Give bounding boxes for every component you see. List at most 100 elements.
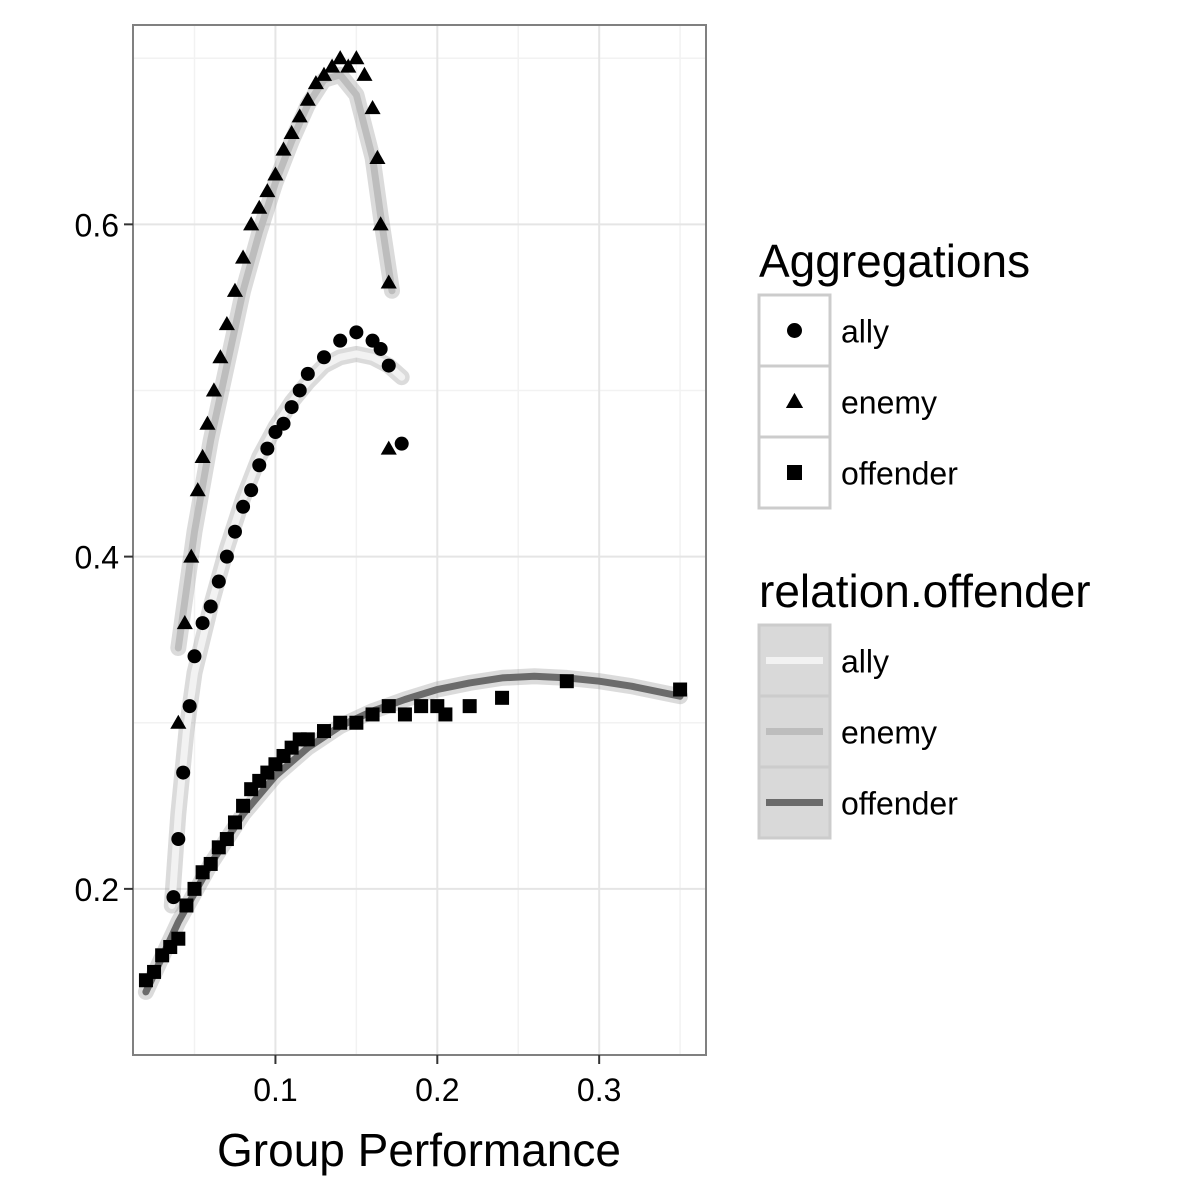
legend-label-offender: offender	[841, 456, 958, 492]
data-points	[138, 50, 688, 988]
enemy-point	[199, 415, 216, 430]
ally-point	[260, 441, 275, 456]
legend-title-relation-offender: relation.offender	[759, 565, 1091, 617]
enemy-point	[251, 199, 268, 214]
enemy-point	[283, 124, 300, 140]
ally-point	[211, 574, 226, 589]
enemy-point	[380, 274, 397, 289]
offender-point	[495, 690, 510, 705]
plot-panel-border	[132, 24, 707, 1056]
ally-point	[236, 499, 251, 514]
offender-point	[219, 832, 234, 847]
major-gridlines	[133, 25, 706, 1055]
offender-fit-line	[142, 672, 684, 996]
legend-label-ally: ally	[841, 644, 889, 680]
ally-point	[284, 400, 299, 415]
enemy-point	[324, 58, 341, 73]
enemy-point	[369, 149, 386, 164]
offender-point	[171, 931, 186, 946]
offender-point	[300, 732, 315, 747]
ally-point	[166, 890, 181, 905]
legend-label-offender: offender	[841, 786, 958, 822]
offender-point	[227, 815, 242, 830]
offender-point	[559, 674, 574, 689]
enemy-point	[218, 315, 235, 331]
enemy-point	[212, 349, 229, 364]
ally-point	[317, 350, 331, 365]
enemy-point	[183, 548, 200, 563]
x-axis: 0.1 0.2 0.3	[253, 1055, 621, 1108]
enemy-point	[170, 714, 187, 729]
ally-point	[171, 832, 186, 847]
ally-point	[276, 416, 291, 431]
ally-point	[333, 333, 348, 348]
ally-point	[292, 383, 307, 398]
enemy-point	[235, 249, 252, 264]
x-axis-title: Group Performance	[217, 1124, 621, 1176]
offender-point	[381, 699, 396, 714]
y-axis: 0.2 0.4 0.6	[75, 207, 133, 908]
legend-key-ally-circle	[787, 323, 802, 338]
enemy-point	[299, 91, 316, 106]
enemy-point	[189, 482, 206, 497]
offender-point	[349, 715, 364, 730]
y-tick-label: 0.6	[75, 207, 119, 243]
ally-point	[203, 599, 218, 614]
offender-point	[365, 707, 380, 722]
legend-title-aggregations: Aggregations	[759, 235, 1030, 287]
ally-point	[187, 649, 202, 664]
enemy-point	[226, 282, 244, 297]
minor-gridlines	[133, 25, 706, 1056]
ally-point	[349, 325, 364, 340]
ally-point	[195, 616, 210, 631]
enemy-point	[291, 108, 308, 123]
enemy-point	[356, 66, 373, 81]
ally-point	[373, 341, 388, 356]
ally-point	[381, 358, 396, 373]
enemy-point	[267, 166, 284, 181]
offender-point	[397, 707, 412, 722]
enemy-point	[194, 448, 211, 463]
offender-point	[179, 898, 194, 913]
y-tick-label: 0.2	[75, 872, 119, 908]
ally-point	[252, 458, 267, 473]
x-tick-label: 0.2	[415, 1072, 459, 1108]
offender-point	[673, 682, 688, 697]
enemy-point	[176, 615, 193, 630]
legend-key-enemy-triangle	[785, 392, 804, 408]
offender-point	[203, 856, 218, 871]
enemy-point	[332, 50, 349, 65]
legend-label-ally: ally	[841, 314, 889, 350]
legend-key-offender-square	[787, 465, 802, 480]
ally-point	[244, 483, 259, 498]
enemy-point	[340, 58, 357, 73]
enemy-point	[259, 183, 276, 198]
ally-point	[394, 436, 409, 451]
legend-label-enemy: enemy	[841, 385, 937, 421]
enemy-point	[307, 75, 324, 90]
ally-point	[300, 366, 315, 381]
enemy-point	[315, 66, 333, 81]
offender-point	[187, 881, 202, 896]
ally-point	[182, 699, 197, 714]
ally-point	[176, 765, 191, 780]
offender-point	[147, 964, 162, 979]
plot-panel-background	[133, 25, 706, 1055]
offender-point	[462, 699, 477, 714]
enemy-fit-line	[174, 71, 396, 652]
legend: Aggregations ally enemy offender relation.of…	[757, 235, 1091, 840]
enemy-point	[364, 100, 381, 115]
offender-point	[414, 699, 429, 714]
enemy-point	[372, 216, 389, 231]
enemy-point	[380, 440, 397, 455]
offender-point	[438, 707, 453, 722]
x-tick-label: 0.1	[253, 1072, 297, 1108]
enemy-point	[275, 141, 292, 156]
offender-point	[317, 724, 331, 739]
offender-point	[236, 798, 251, 813]
ally-point	[219, 549, 234, 564]
y-tick-label: 0.4	[75, 540, 119, 576]
legend-label-enemy: enemy	[841, 715, 937, 751]
x-tick-label: 0.3	[577, 1072, 621, 1108]
